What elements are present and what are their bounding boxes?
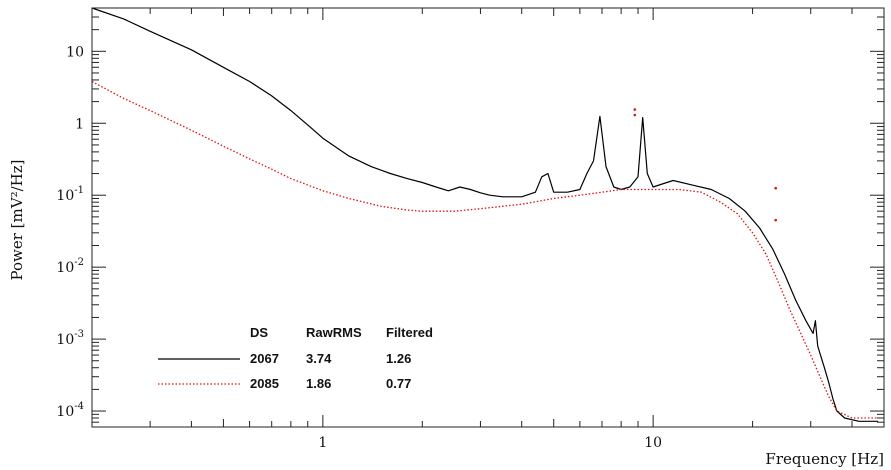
y-tick-label: 10-2 (56, 257, 84, 276)
legend-header: RawRMS (306, 325, 362, 340)
axes (91, 7, 885, 428)
stray-data-point (774, 186, 777, 190)
stray-data-point (774, 218, 777, 222)
legend-rawrms: 1.86 (306, 376, 331, 391)
y-axis-label: Power [mV²/Hz] (8, 160, 26, 281)
plot-area (91, 7, 879, 422)
tick-labels: 1 10 10 1 10-1 10-2 10-3 10-4 (56, 44, 662, 451)
x-axis-label: Frequency [Hz] (765, 450, 884, 468)
x-tick-label: 10 (644, 435, 662, 451)
y-tick-label: 10-3 (56, 329, 84, 348)
y-tick-label: 10-1 (56, 185, 84, 204)
plot-frame (91, 7, 885, 428)
y-tick-label: 10 (66, 44, 84, 60)
stray-data-point (633, 113, 637, 117)
x-tick-label: 1 (318, 435, 327, 451)
stray-data-point (633, 108, 637, 111)
series-line-2 (91, 80, 879, 419)
legend-rawrms: 3.74 (306, 351, 332, 366)
y-tick-label: 1 (75, 116, 84, 132)
legend-header: Filtered (386, 325, 433, 340)
legend-ds: 2067 (250, 351, 279, 366)
series-line-1 (91, 7, 879, 422)
legend-ds: 2085 (250, 376, 279, 391)
legend-header: DS (250, 325, 268, 340)
legend-filtered: 0.77 (386, 376, 411, 391)
legend-filtered: 1.26 (386, 351, 411, 366)
legend: DS RawRMS Filtered 2067 3.74 1.26 2085 1.86 0.77 (150, 318, 590, 400)
y-tick-label: 10-4 (56, 401, 84, 420)
